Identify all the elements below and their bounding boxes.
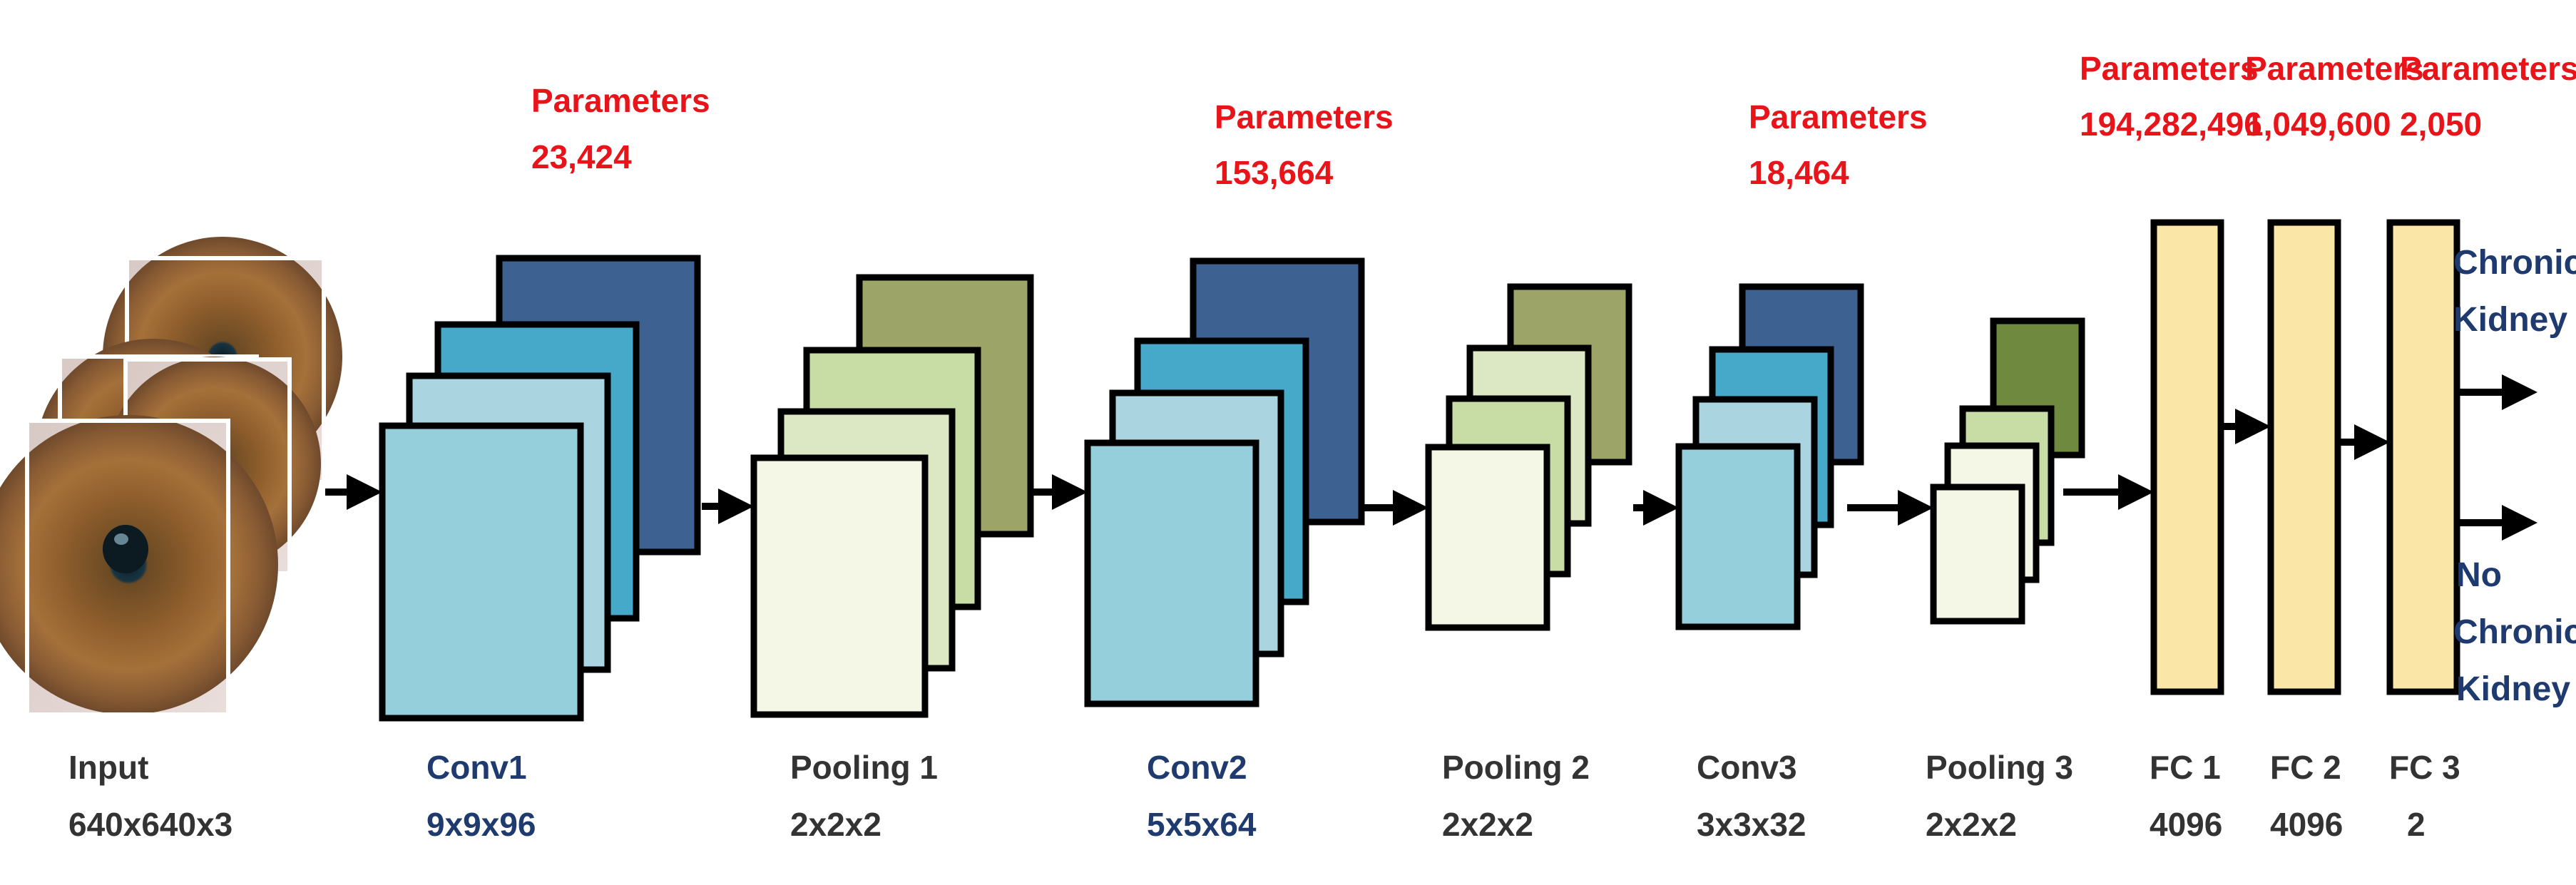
output-no-ckd-line1: No xyxy=(2456,556,2502,594)
pool1-size: 2x2x2 xyxy=(790,806,881,843)
pool3-name: Pooling 3 xyxy=(1926,749,2073,786)
conv2-feature-maps xyxy=(1084,257,1365,707)
conv1-name: Conv1 xyxy=(426,749,527,786)
fc3-name: FC 3 xyxy=(2389,749,2460,786)
flow-arrows xyxy=(325,374,2537,541)
conv3-params-value: 18,464 xyxy=(1749,154,1849,191)
pool1-feature-maps xyxy=(750,274,1034,718)
output-no-ckd-line3: Kidney xyxy=(2456,670,2570,708)
input-name: Input xyxy=(68,749,148,786)
conv3-size: 3x3x32 xyxy=(1697,806,1806,843)
pool2-feature-maps xyxy=(1425,283,1632,631)
output-labels: Chronic Kidney No Chronic Kidney xyxy=(2453,244,2576,708)
fc1-block xyxy=(2150,219,2224,695)
input-size: 640x640x3 xyxy=(68,806,232,843)
conv3-feature-maps xyxy=(1675,283,1864,630)
conv3-params-title: Parameters xyxy=(1749,98,1928,135)
fc1-size: 4096 xyxy=(2150,806,2222,843)
fc2-params-value: 1,049,600 xyxy=(2245,106,2391,143)
conv1-feature-maps xyxy=(379,255,701,722)
conv2-params-value: 153,664 xyxy=(1215,154,1334,191)
output-ckd-line2: Kidney xyxy=(2453,301,2567,339)
fc2-block xyxy=(2267,219,2341,695)
input-image-stack xyxy=(0,237,342,717)
conv3-name: Conv3 xyxy=(1697,749,1797,786)
output-no-ckd-line2: Chronic xyxy=(2453,613,2576,651)
conv1-params-title: Parameters xyxy=(531,82,710,119)
fc2-name: FC 2 xyxy=(2270,749,2341,786)
fc3-params-value: 2,050 xyxy=(2400,106,2482,143)
pool2-name: Pooling 2 xyxy=(1442,749,1590,786)
layer-captions: Input 640x640x3 Conv1 9x9x96 Pooling 1 2… xyxy=(68,749,2460,843)
fc3-params-title: Parameters xyxy=(2400,50,2576,87)
fc1-name: FC 1 xyxy=(2150,749,2221,786)
fc1-params-title: Parameters xyxy=(2080,50,2259,87)
fc2-size: 4096 xyxy=(2270,806,2343,843)
fc3-size: 2 xyxy=(2407,806,2426,843)
pool3-size: 2x2x2 xyxy=(1926,806,2017,843)
pool2-size: 2x2x2 xyxy=(1442,806,1533,843)
fc2-params-title: Parameters xyxy=(2245,50,2424,87)
pool1-name: Pooling 1 xyxy=(790,749,938,786)
fc1-params-value: 194,282,496 xyxy=(2080,106,2262,143)
eye-image-front xyxy=(0,415,278,717)
conv1-params-value: 23,424 xyxy=(531,138,632,175)
conv1-size: 9x9x96 xyxy=(426,806,536,843)
parameter-labels: Parameters 23,424 Parameters 153,664 Par… xyxy=(531,50,2576,191)
output-ckd-line1: Chronic xyxy=(2453,244,2576,282)
fc3-block xyxy=(2386,219,2460,695)
conv2-size: 5x5x64 xyxy=(1147,806,1257,843)
fc-layers xyxy=(2150,219,2460,695)
conv2-params-title: Parameters xyxy=(1215,98,1394,135)
conv2-name: Conv2 xyxy=(1147,749,1247,786)
pool3-feature-maps xyxy=(1930,317,2085,625)
